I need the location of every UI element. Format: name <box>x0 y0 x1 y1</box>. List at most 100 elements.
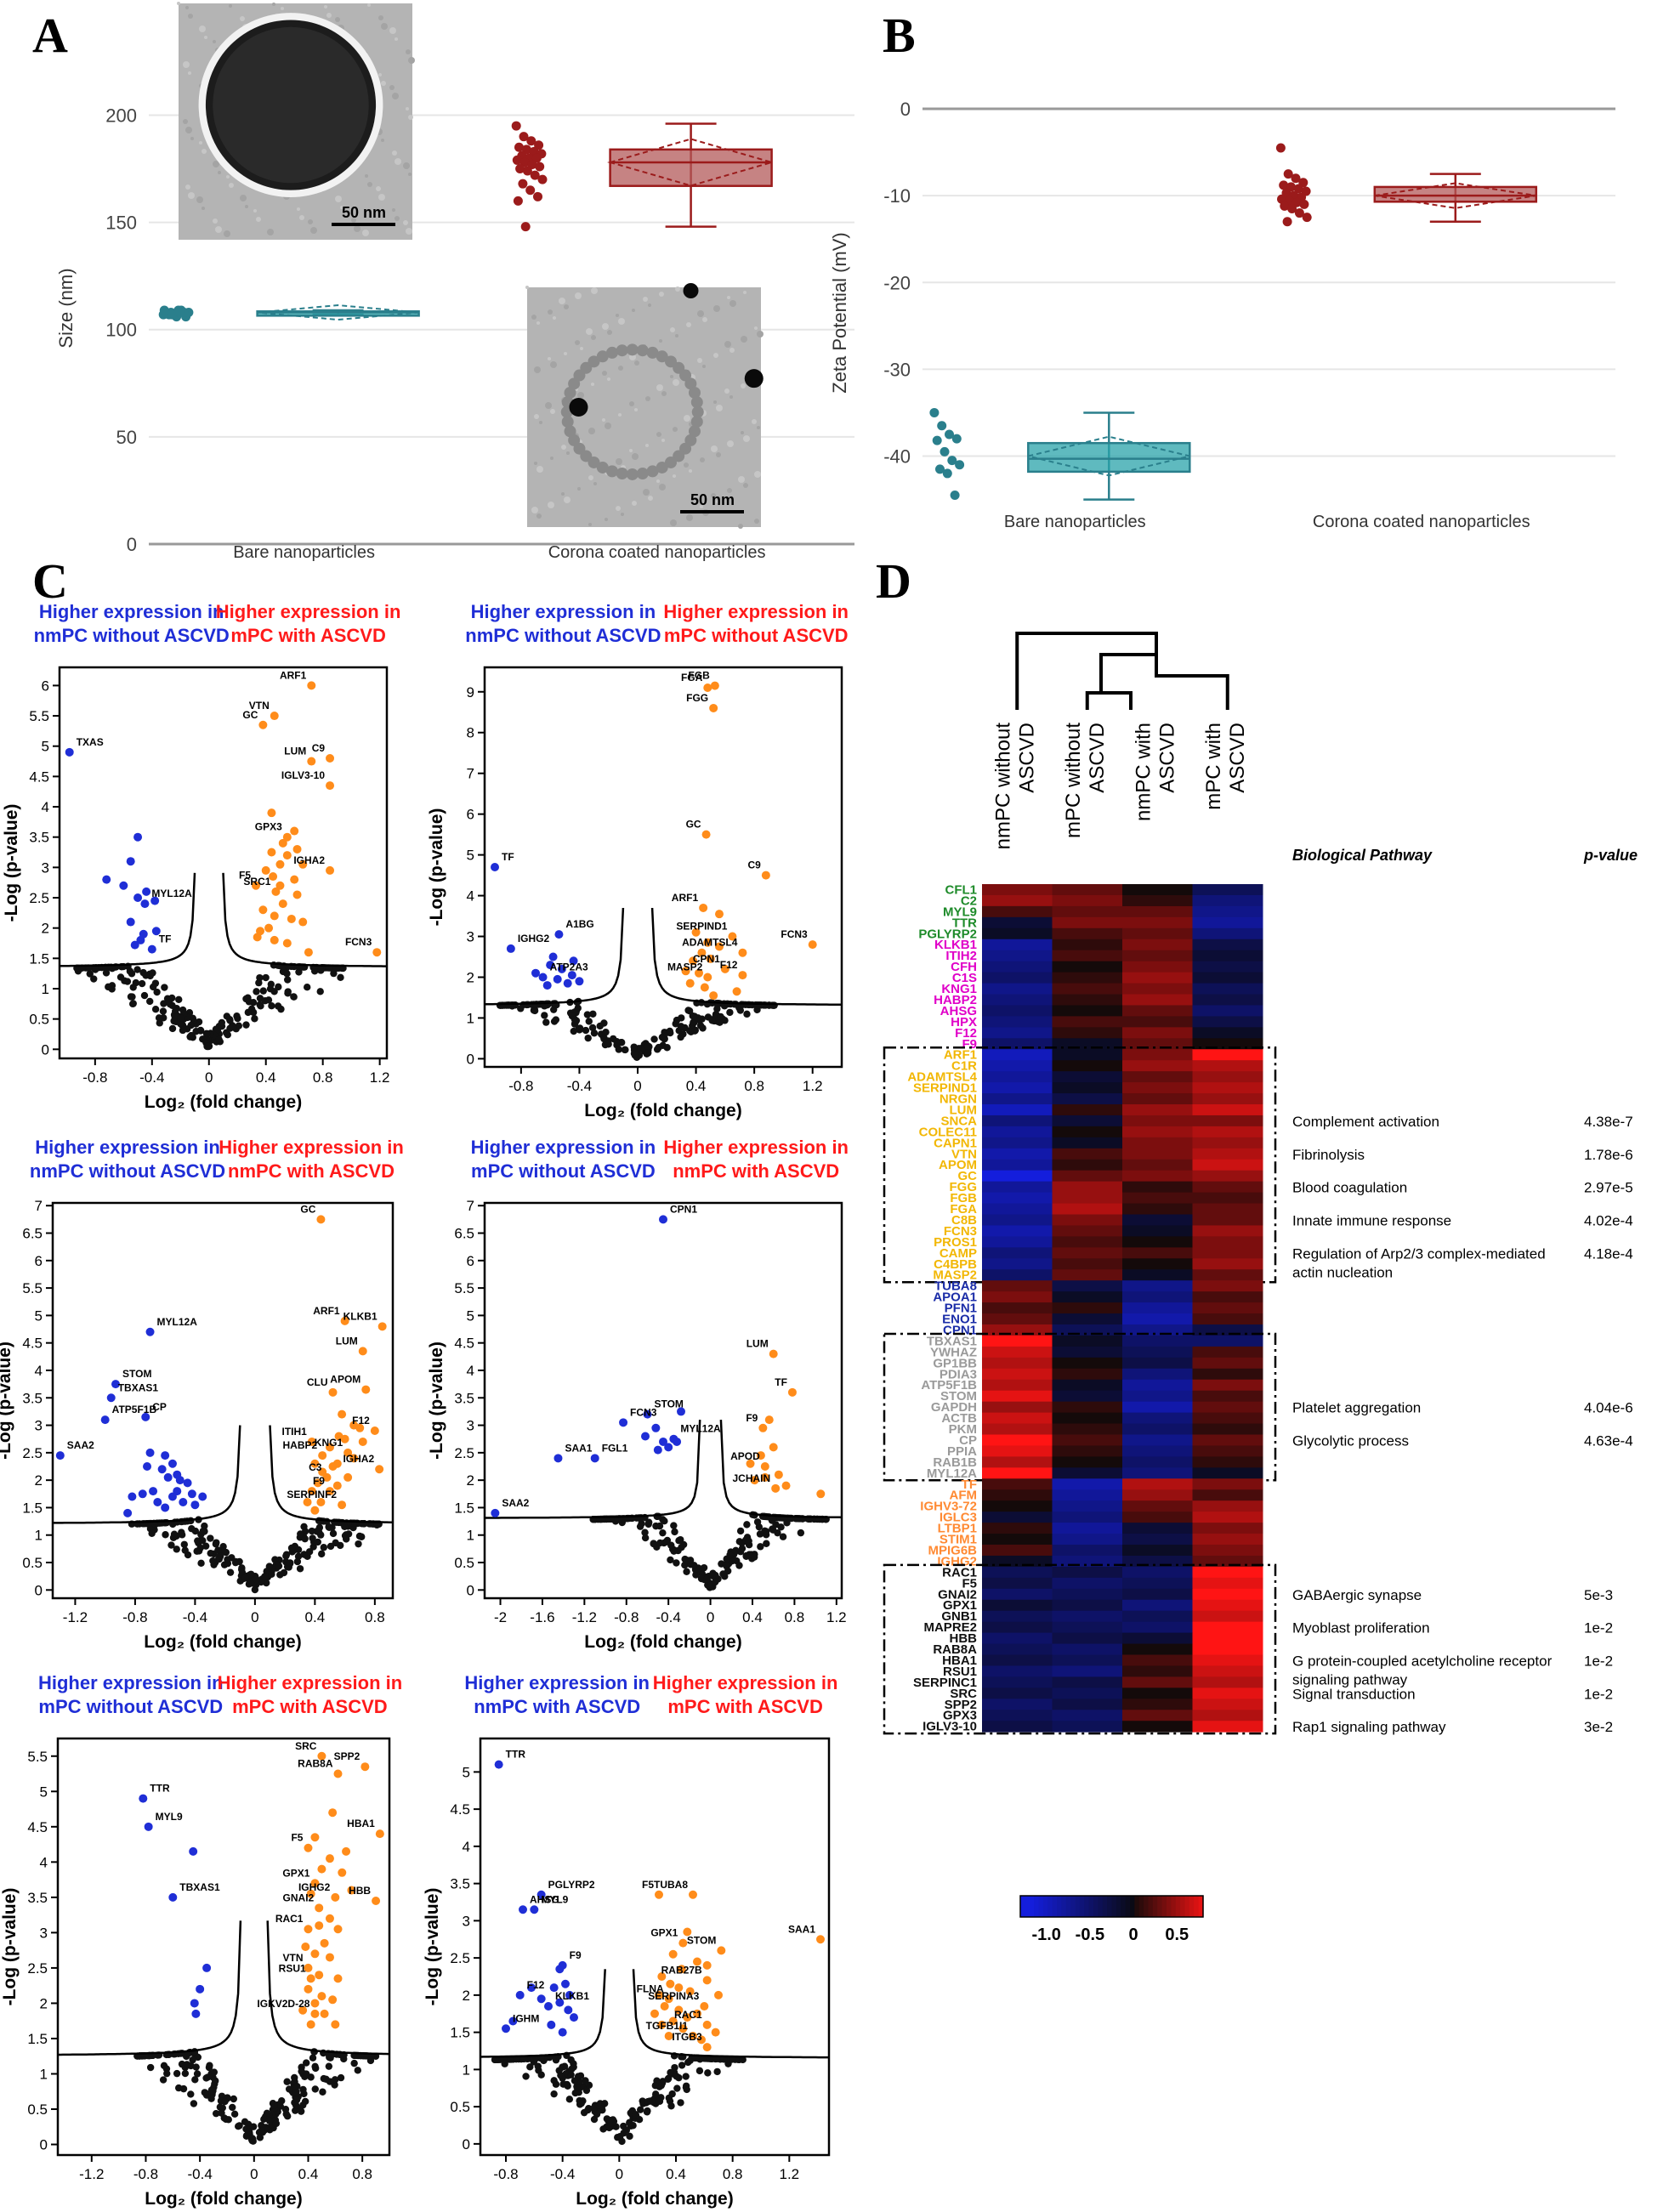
heatmap-cell <box>1052 916 1123 929</box>
gold-particle <box>683 283 699 298</box>
tem-noise <box>335 196 342 202</box>
point-label: TXAS <box>77 736 104 748</box>
data-point <box>584 1034 592 1042</box>
heatmap-cell <box>1052 1269 1123 1281</box>
data-point <box>932 435 942 445</box>
data-point <box>316 1215 326 1224</box>
data-point <box>179 1026 187 1035</box>
data-point <box>261 1573 269 1580</box>
significance-curve <box>650 907 842 1006</box>
tem-noise <box>559 298 565 304</box>
point-label: HBA1 <box>347 1818 375 1829</box>
column-label: ASCVD <box>1015 723 1038 793</box>
heatmap-cell <box>982 1247 1053 1259</box>
data-point <box>141 1412 150 1421</box>
colorbar-segment <box>1121 1896 1127 1917</box>
tem-noise <box>588 475 593 480</box>
data-point <box>531 153 542 163</box>
tem-noise <box>403 162 410 169</box>
tem-noise <box>727 440 734 447</box>
data-point <box>259 987 267 995</box>
data-point <box>190 1999 199 2008</box>
point-label: IGLV3-10 <box>281 769 325 781</box>
heatmap-cell <box>1122 1500 1193 1512</box>
data-point <box>947 456 957 466</box>
data-point <box>178 2060 186 2068</box>
gene-label: LTBP1 <box>938 1522 977 1536</box>
data-point <box>372 948 382 957</box>
data-point <box>326 1523 333 1532</box>
nonsignificant-points <box>491 2051 747 2146</box>
heatmap-cell <box>1052 961 1123 973</box>
x-tick-label: 0 <box>616 2166 623 2182</box>
data-point <box>703 973 712 982</box>
y-tick-label: 1 <box>467 1010 474 1026</box>
heatmap-cell <box>1052 1302 1123 1314</box>
data-point <box>320 2009 329 2018</box>
heatmap-cell <box>1052 1390 1123 1403</box>
data-point <box>738 948 747 957</box>
data-point <box>311 2062 319 2071</box>
tem-noise <box>183 61 190 68</box>
data-point <box>666 1979 675 1988</box>
data-point <box>699 1024 707 1032</box>
data-point <box>541 1002 548 1010</box>
point-label: HABP2 <box>282 1439 317 1451</box>
point-label: SRC1 <box>243 876 270 888</box>
tem-noise <box>545 402 552 409</box>
data-point <box>212 2077 219 2084</box>
heatmap-cell <box>982 1512 1053 1523</box>
data-point <box>563 978 572 988</box>
data-point <box>531 1007 539 1015</box>
data-point <box>258 2126 265 2135</box>
colorbar-segment <box>1065 1896 1071 1917</box>
tem-noise <box>408 173 412 176</box>
data-point <box>207 1549 214 1557</box>
data-point <box>128 993 136 1001</box>
data-point <box>307 757 316 766</box>
data-point <box>160 2062 168 2069</box>
data-point <box>280 1568 288 1577</box>
heatmap-cell <box>1192 1654 1263 1666</box>
tem-noise <box>190 137 194 140</box>
heatmap-cell <box>982 1093 1053 1105</box>
tem-noise <box>713 400 717 404</box>
data-point <box>126 967 134 975</box>
heatmap-cell <box>1192 1545 1263 1557</box>
y-tick-label: -40 <box>883 446 911 468</box>
data-point <box>565 2096 574 2103</box>
data-point <box>494 1760 503 1769</box>
gene-label: MPIG6B <box>928 1543 977 1557</box>
gene-label: GNB1 <box>941 1609 977 1624</box>
tem-noise <box>534 414 539 419</box>
tem-noise <box>354 225 360 232</box>
colorbar-segment <box>1107 1896 1113 1917</box>
corona-protein <box>690 416 703 428</box>
data-point <box>90 975 98 983</box>
y-tick-label: 4.5 <box>29 769 49 785</box>
data-point <box>555 1998 565 2007</box>
data-point <box>263 2109 271 2118</box>
data-point <box>651 2082 660 2090</box>
data-point <box>187 1031 196 1040</box>
data-point <box>590 1454 599 1463</box>
data-point <box>808 940 817 950</box>
tem-noise <box>188 14 193 19</box>
heatmap-cell <box>982 1302 1053 1314</box>
data-point <box>550 2090 558 2098</box>
data-point <box>950 490 960 500</box>
data-point <box>290 826 299 836</box>
data-point <box>151 1006 160 1013</box>
gene-label: LUM <box>950 1103 978 1117</box>
data-point <box>584 2106 592 2114</box>
point-label: SERPIND1 <box>676 921 727 933</box>
left-title: Higher expression in <box>39 601 224 622</box>
point-label: STOM <box>687 1934 716 1946</box>
data-point <box>585 1018 593 1025</box>
y-tick-label: 2 <box>467 1472 474 1489</box>
data-point <box>231 1558 240 1567</box>
data-point <box>294 1552 303 1561</box>
point-label: C9 <box>748 859 762 871</box>
gene-label: APOA1 <box>933 1290 977 1305</box>
tem-noise <box>297 207 300 211</box>
